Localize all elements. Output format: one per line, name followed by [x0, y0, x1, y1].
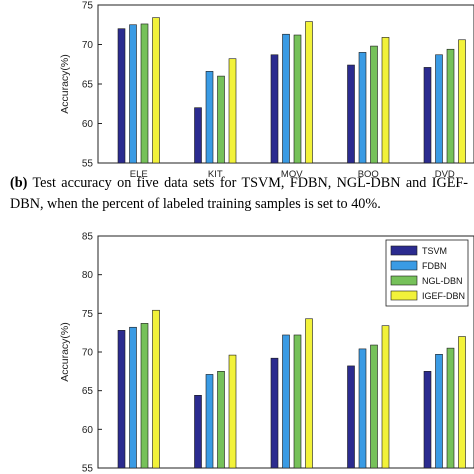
bar [129, 326, 137, 469]
x-tick-label: KIT [208, 169, 223, 180]
y-tick-label: 55 [82, 159, 94, 170]
bar [205, 71, 214, 164]
bar [217, 75, 225, 164]
bar [423, 67, 432, 164]
bar [435, 54, 443, 164]
bar [205, 374, 214, 469]
bar [305, 21, 313, 164]
bar [282, 334, 290, 469]
y-tick-label: 55 [82, 464, 94, 474]
bar [458, 336, 466, 469]
legend-label: NGL-DBN [422, 276, 463, 286]
bar [152, 17, 160, 164]
bar [217, 371, 225, 469]
bar [117, 330, 126, 469]
bar [140, 23, 149, 164]
bar [358, 348, 367, 469]
y-tick-label: 75 [82, 1, 94, 12]
bar [381, 325, 390, 469]
bar [435, 354, 443, 469]
legend-swatch [390, 290, 418, 301]
chart-2: 55 60 65 70 75 80 85 Accuracy(%) TSVM FDBN NGL-DBN… [59, 232, 474, 474]
legend: TSVM FDBN NGL-DBN IGEF-DBN [385, 239, 469, 307]
bar [270, 54, 279, 164]
figure-caption: (b) Test accuracy on five data sets for … [10, 173, 468, 215]
caption-label: (b) [10, 175, 28, 191]
bar [117, 28, 126, 164]
bar [381, 37, 390, 164]
bar [282, 33, 290, 164]
bar [152, 309, 160, 469]
legend-swatch [390, 245, 418, 256]
x-tick-label: MOV [281, 169, 303, 180]
bar [228, 354, 237, 469]
chart-1: 55 60 65 70 75 Accuracy(%) ELE KIT MOV BOO DVD [59, 1, 474, 180]
bar [140, 323, 149, 469]
bar [446, 48, 455, 164]
legend-swatch [390, 260, 418, 271]
y-axis-label: Accuracy(%) [59, 322, 71, 382]
legend-swatch [390, 275, 418, 286]
y-tick-label: 70 [82, 40, 94, 51]
bar [194, 107, 202, 164]
y-tick-label: 60 [82, 119, 94, 130]
y-tick-label: 65 [82, 80, 94, 91]
y-tick-label: 65 [82, 386, 94, 397]
bar [305, 318, 313, 469]
bar [293, 34, 302, 164]
bar [347, 64, 355, 164]
bar [423, 371, 432, 469]
bar [270, 357, 279, 469]
x-tick-label: DVD [435, 169, 455, 180]
bar [293, 334, 302, 469]
x-tick-label: ELE [130, 169, 148, 180]
bar [358, 52, 367, 164]
y-tick-label: 85 [82, 232, 94, 243]
bar [129, 24, 137, 164]
y-tick-label: 70 [82, 348, 94, 359]
bar [370, 45, 378, 164]
x-tick-label: BOO [358, 169, 379, 180]
y-tick-label: 60 [82, 425, 94, 436]
caption-text: Test accuracy on five data sets for TSVM… [10, 175, 468, 212]
bar [347, 365, 355, 469]
bar [458, 39, 466, 164]
legend-label: TSVM [422, 246, 447, 256]
y-axis-label: Accuracy(%) [59, 54, 71, 114]
bar [228, 58, 237, 164]
bar [446, 347, 455, 469]
y-tick-label: 80 [82, 270, 94, 281]
y-tick-label: 75 [82, 309, 94, 320]
legend-label: IGEF-DBN [422, 291, 465, 301]
bar [370, 344, 378, 469]
bar [194, 395, 202, 469]
legend-label: FDBN [422, 261, 447, 271]
